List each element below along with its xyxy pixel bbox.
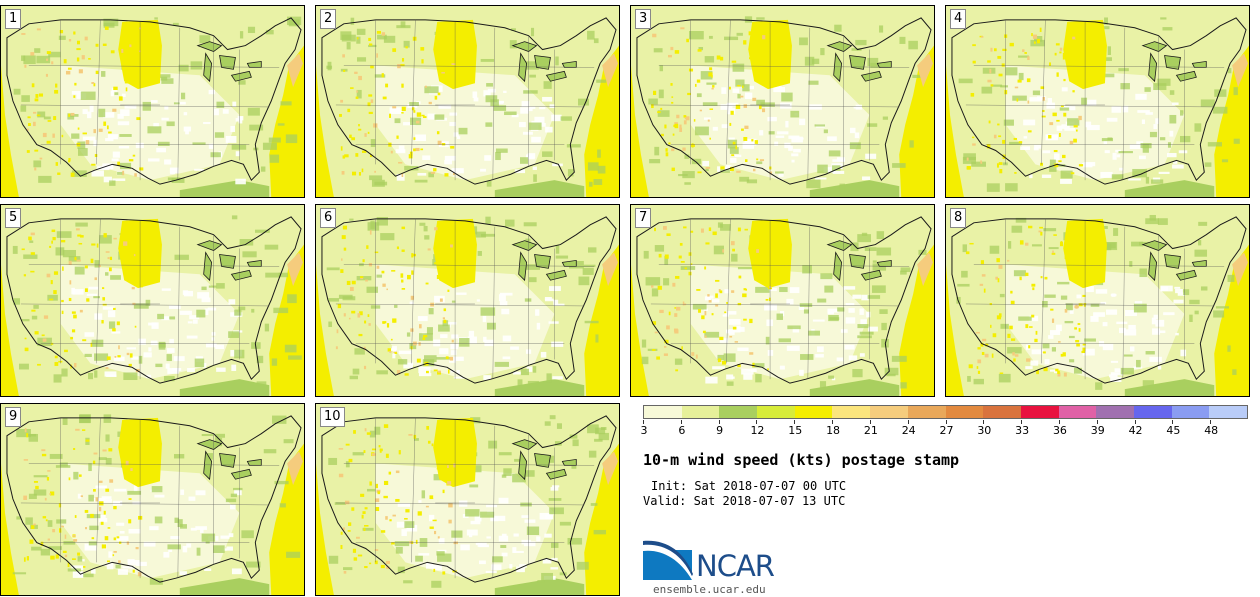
colorbar-tick-label: 21 — [863, 424, 878, 437]
site-url: ensemble.ucar.edu — [653, 583, 766, 596]
forecast-panel: 9 — [0, 403, 305, 596]
panel-label: 10 — [320, 407, 345, 427]
colorbar-tick-mark — [680, 420, 682, 424]
panel-label: 1 — [5, 9, 22, 29]
colorbar-tick-mark — [1096, 420, 1098, 424]
colorbar-tick-mark — [1134, 420, 1136, 424]
colorbar-segment — [907, 406, 946, 418]
colorbar-tick-label: 6 — [678, 424, 686, 437]
wind-speed-map — [1, 205, 304, 396]
colorbar-tick-label: 12 — [750, 424, 765, 437]
colorbar-tick-mark — [907, 420, 909, 424]
wind-speed-map — [946, 6, 1249, 197]
panel-label: 2 — [320, 9, 337, 29]
colorbar-tick-label: 24 — [901, 424, 916, 437]
init-time: Init: Sat 2018-07-07 00 UTC — [651, 479, 847, 493]
logo-text: NCAR — [696, 549, 775, 583]
forecast-panel: 4 — [945, 5, 1250, 198]
forecast-panel: 5 — [0, 204, 305, 397]
colorbar-tick-label: 27 — [939, 424, 954, 437]
forecast-panel: 8 — [945, 204, 1250, 397]
ncar-logo-icon — [643, 540, 693, 580]
figure-title: 10-m wind speed (kts) postage stamp — [643, 451, 960, 469]
colorbar-tick-mark — [1172, 420, 1174, 424]
colorbar — [643, 405, 1248, 419]
colorbar-segment — [794, 406, 833, 418]
panel-label: 8 — [950, 208, 967, 228]
wind-speed-map — [316, 205, 619, 396]
forecast-panel: 3 — [630, 5, 935, 198]
colorbar-tick-label: 39 — [1090, 424, 1105, 437]
colorbar-tick-label: 3 — [640, 424, 648, 437]
colorbar-tick-mark — [794, 420, 796, 424]
colorbar-tick-mark — [718, 420, 720, 424]
colorbar-segment — [681, 406, 720, 418]
colorbar-tick-labels: 3 6 9 12 15 18 21 24 27 30 33 36 39 42 45 48 — [640, 420, 1248, 442]
colorbar-tick-label: 36 — [1052, 424, 1067, 437]
forecast-panel: 7 — [630, 204, 935, 397]
wind-speed-map — [1, 6, 304, 197]
colorbar-tick-mark — [945, 420, 947, 424]
colorbar-tick-label: 18 — [826, 424, 841, 437]
colorbar-segment — [870, 406, 908, 418]
colorbar-tick-mark — [1021, 420, 1023, 424]
colorbar-segment — [719, 406, 758, 418]
colorbar-tick-label: 42 — [1128, 424, 1143, 437]
colorbar-tick-label: 15 — [788, 424, 803, 437]
colorbar-segment — [1058, 406, 1097, 418]
colorbar-tick-mark — [983, 420, 985, 424]
wind-speed-map — [631, 6, 934, 197]
colorbar-segment — [1020, 406, 1059, 418]
colorbar-tick-label: 30 — [977, 424, 992, 437]
colorbar-tick-label: 45 — [1166, 424, 1181, 437]
colorbar-segment — [832, 406, 871, 418]
colorbar-tick-label: 9 — [716, 424, 724, 437]
panel-label: 6 — [320, 208, 337, 228]
forecast-panel: 10 — [315, 403, 620, 596]
forecast-panel: 2 — [315, 5, 620, 198]
panel-label: 9 — [5, 407, 22, 427]
wind-speed-map — [316, 404, 619, 595]
colorbar-tick-mark — [1210, 420, 1212, 424]
forecast-panel: 6 — [315, 204, 620, 397]
colorbar-segment — [1171, 406, 1210, 418]
forecast-panel: 1 — [0, 5, 305, 198]
colorbar-segment — [644, 406, 682, 418]
wind-speed-map — [316, 6, 619, 197]
colorbar-tick-mark — [756, 420, 758, 424]
panel-label: 5 — [5, 208, 22, 228]
colorbar-tick-mark — [832, 420, 834, 424]
colorbar-tick-label: 33 — [1015, 424, 1030, 437]
colorbar-segment — [983, 406, 1021, 418]
colorbar-tick-mark — [869, 420, 871, 424]
wind-speed-map — [1, 404, 304, 595]
colorbar-tick-mark — [643, 420, 644, 424]
colorbar-tick-mark — [1058, 420, 1060, 424]
colorbar-segment — [1096, 406, 1134, 418]
colorbar-segment — [757, 406, 795, 418]
panel-label: 3 — [635, 9, 652, 29]
colorbar-segment — [1133, 406, 1172, 418]
colorbar-tick-label: 48 — [1204, 424, 1219, 437]
panel-label: 4 — [950, 9, 967, 29]
panel-label: 7 — [635, 208, 652, 228]
wind-speed-map — [946, 205, 1249, 396]
valid-time: Valid: Sat 2018-07-07 13 UTC — [643, 494, 846, 508]
wind-speed-map — [631, 205, 934, 396]
colorbar-segment — [945, 406, 984, 418]
colorbar-segment — [1209, 406, 1247, 418]
